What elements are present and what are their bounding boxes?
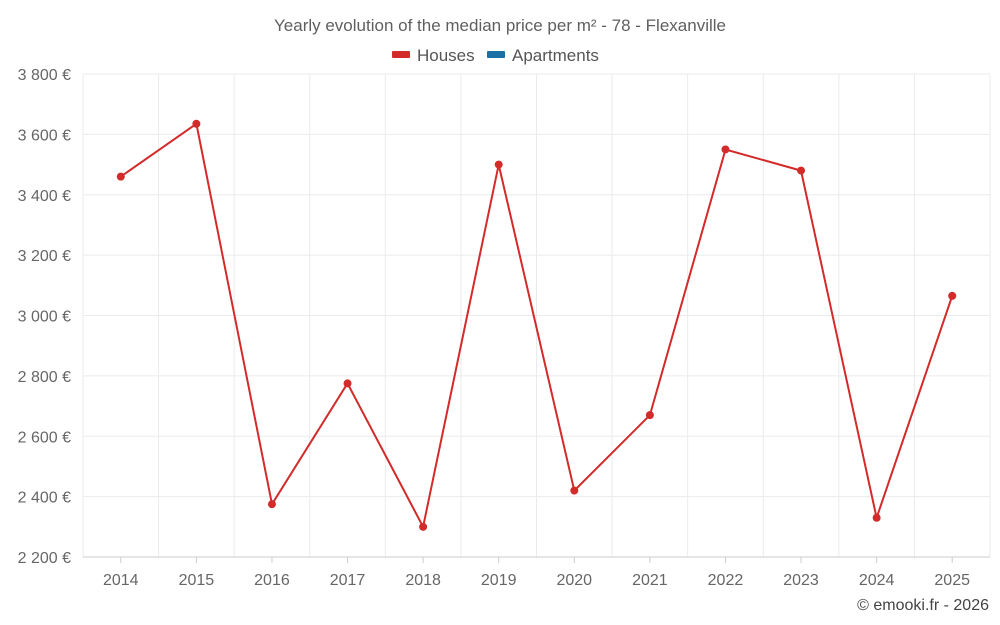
x-axis: 2014 2015 2016 2017 2018 2019 2020 2021 2022 2023…: [83, 557, 990, 589]
y-tick-label: 2 600 €: [18, 429, 71, 446]
x-tick-label: 2015: [179, 572, 215, 589]
x-tick-label: 2022: [708, 572, 744, 589]
data-point[interactable]: [117, 173, 125, 181]
x-tick-label: 2020: [556, 572, 592, 589]
y-tick-label: 2 200 €: [18, 550, 71, 567]
data-point[interactable]: [646, 411, 654, 419]
x-tick-label: 2018: [405, 572, 441, 589]
data-point[interactable]: [873, 514, 881, 522]
y-tick-label: 3 000 €: [18, 309, 71, 326]
legend-swatch-apartments: [487, 51, 505, 58]
legend-item-houses[interactable]: Houses: [392, 46, 475, 65]
legend-label-houses: Houses: [417, 46, 475, 65]
data-point[interactable]: [721, 145, 729, 153]
y-tick-label: 3 800 €: [18, 67, 71, 84]
y-axis: 2 200 € 2 400 € 2 600 € 2 800 € 3 000 € 3 200…: [18, 67, 71, 567]
x-tick-label: 2014: [103, 572, 139, 589]
legend-swatch-houses: [392, 51, 410, 58]
x-tick-label: 2024: [859, 572, 895, 589]
grid: [83, 74, 990, 557]
x-tick-label: 2019: [481, 572, 517, 589]
legend-label-apartments: Apartments: [512, 46, 599, 65]
data-point[interactable]: [192, 120, 200, 128]
data-point[interactable]: [419, 523, 427, 531]
data-point[interactable]: [495, 161, 503, 169]
data-point[interactable]: [797, 167, 805, 175]
credit-text: © emooki.fr - 2026: [857, 597, 989, 614]
x-tick-label: 2023: [783, 572, 819, 589]
legend-item-apartments[interactable]: Apartments: [487, 46, 599, 65]
y-tick-label: 2 800 €: [18, 369, 71, 386]
data-point[interactable]: [948, 292, 956, 300]
legend: Houses Apartments: [392, 46, 599, 65]
y-tick-label: 3 600 €: [18, 127, 71, 144]
y-tick-label: 3 400 €: [18, 188, 71, 205]
x-tick-label: 2016: [254, 572, 290, 589]
x-tick-label: 2017: [330, 572, 366, 589]
y-tick-label: 2 400 €: [18, 490, 71, 507]
data-point[interactable]: [570, 487, 578, 495]
chart-title: Yearly evolution of the median price per…: [274, 16, 726, 35]
data-point[interactable]: [268, 500, 276, 508]
x-tick-label: 2021: [632, 572, 668, 589]
data-point[interactable]: [344, 379, 352, 387]
y-tick-label: 3 200 €: [18, 248, 71, 265]
x-tick-label: 2025: [934, 572, 970, 589]
